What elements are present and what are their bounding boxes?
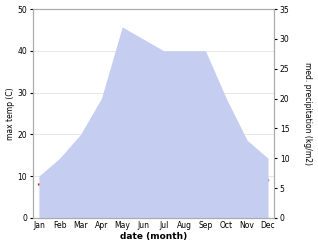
Y-axis label: max temp (C): max temp (C) [5, 87, 15, 140]
Y-axis label: med. precipitation (kg/m2): med. precipitation (kg/m2) [303, 62, 313, 165]
X-axis label: date (month): date (month) [120, 232, 187, 242]
